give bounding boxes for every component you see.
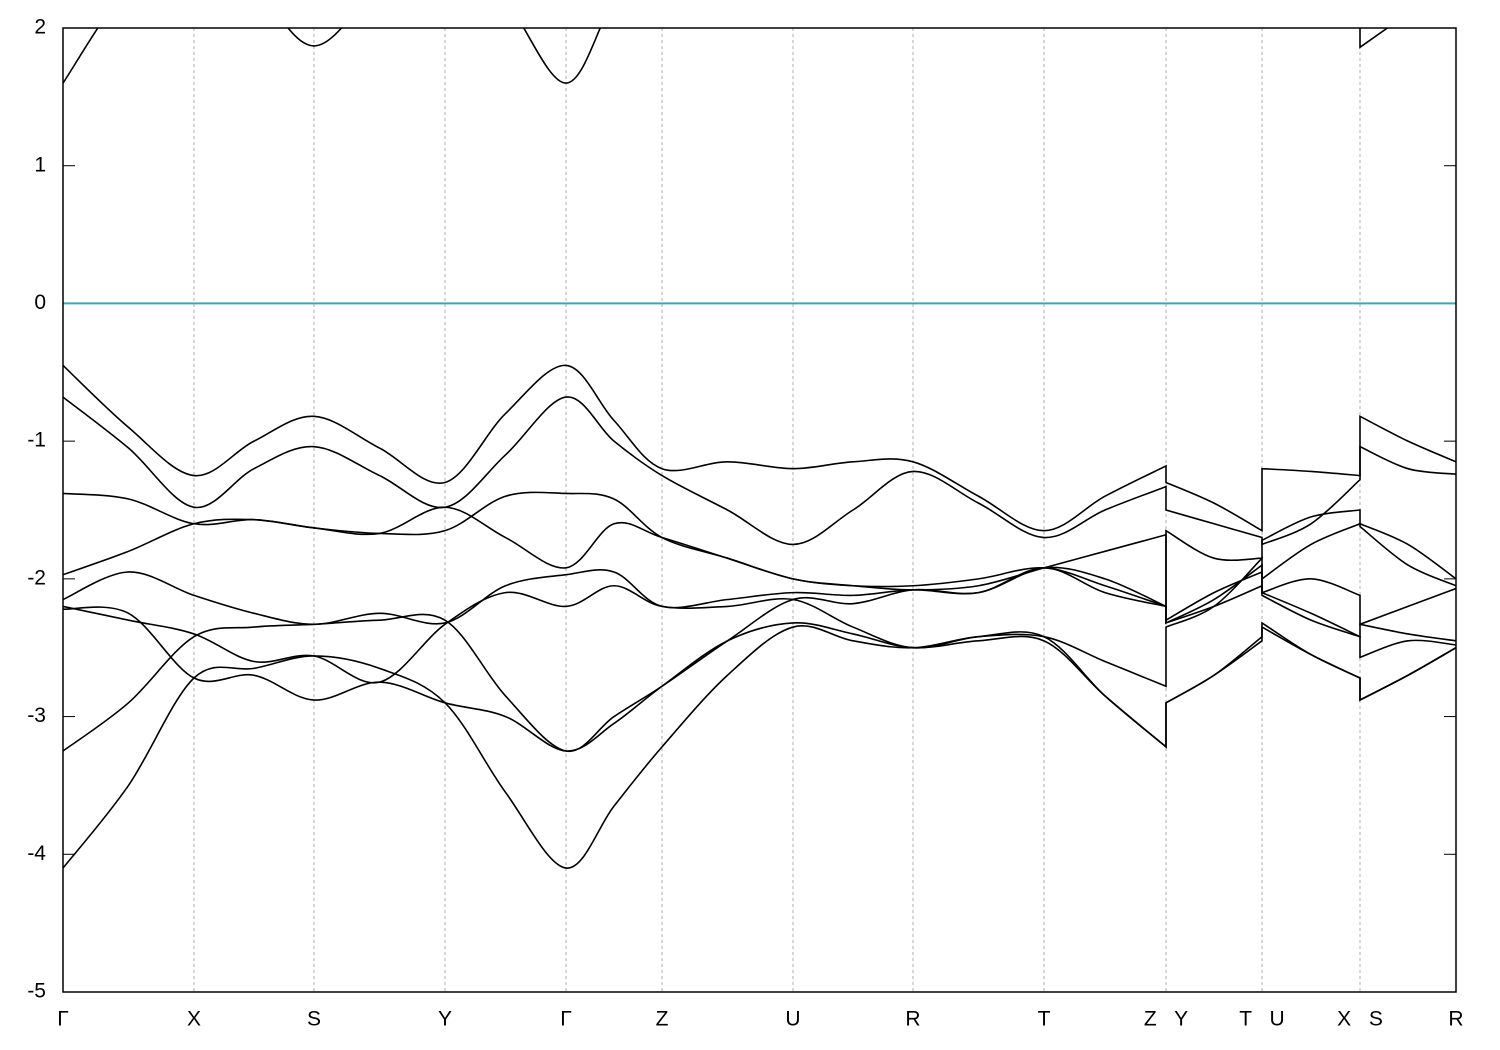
band-line (63, 364, 1456, 533)
x-tick-label: Γ (57, 1008, 69, 1031)
x-tick-label: X S (1337, 1008, 1383, 1031)
band-line (63, 396, 1456, 546)
y-tick-label: 2 (34, 16, 46, 39)
y-tick-label: 1 (34, 153, 46, 176)
grid (62, 27, 1457, 993)
y-tick-label: 0 (34, 291, 46, 314)
x-tick-label: S (307, 1008, 321, 1031)
x-tick-label: X (187, 1008, 201, 1031)
y-tick-label: -1 (27, 429, 46, 452)
band-line (63, 506, 1456, 622)
x-tick-label: R (905, 1008, 920, 1031)
y-tick-label: -4 (27, 842, 46, 865)
x-tick-label: Y (438, 1008, 452, 1031)
band-line (63, 606, 1456, 752)
band-line (63, 625, 1456, 869)
x-tick-label: Z Y (1144, 1008, 1188, 1031)
y-tick-label: -5 (27, 980, 46, 1003)
x-tick-label: T (1038, 1008, 1051, 1031)
band-line (63, 491, 1456, 608)
x-tick-label: R (1448, 1008, 1463, 1031)
x-tick-label: Z (656, 1008, 669, 1031)
plot-area (63, 28, 1456, 869)
band-line (63, 28, 1389, 84)
tick-labels: -5 -4 -3 -2 -1 0 1 2 Γ X S Y Γ Z U R T Z Y T U X S R (27, 16, 1463, 1031)
x-tick-label: U (785, 1008, 800, 1031)
band-line (63, 563, 1456, 752)
y-tick-label: -3 (27, 704, 46, 727)
plot-frame (62, 27, 1457, 993)
x-tick-label: T U (1239, 1008, 1284, 1031)
y-tick-label: -2 (27, 566, 46, 589)
x-tick-label: Γ (560, 1008, 572, 1031)
